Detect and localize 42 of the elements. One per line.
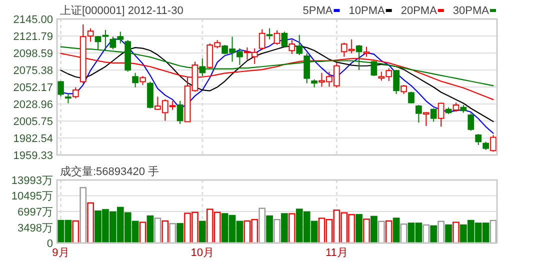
bar (176, 223, 184, 244)
y-tick-label: 2145.00 (13, 14, 53, 26)
bar (422, 224, 430, 244)
legend-label: 30PMA (452, 5, 490, 17)
y-tick-label: 2075.38 (13, 64, 53, 77)
y-tick-label: 0 (46, 238, 53, 250)
bar (274, 218, 280, 244)
y-tick-label: 2121.79 (13, 31, 53, 43)
chart-title: 成交量:56893420 手 (60, 165, 160, 178)
x-tick-label: 10月 (190, 247, 214, 259)
bar (139, 222, 146, 244)
y-tick-label: 2028.96 (13, 98, 53, 111)
y-tick-label: 2005.75 (13, 116, 53, 128)
bar (288, 213, 296, 244)
y-tick-label: 6997万 (18, 206, 53, 218)
bar (370, 216, 378, 244)
bar (438, 220, 444, 244)
bar (400, 223, 408, 244)
bar (146, 215, 154, 244)
legend-label: 5PMA (302, 5, 334, 17)
y-tick-label: 1982.54 (13, 133, 53, 145)
y-tick-label: 2052.17 (13, 82, 53, 94)
bar (266, 215, 273, 244)
bar (452, 222, 460, 244)
bar (430, 225, 438, 244)
y-tick-label: 1959.33 (13, 150, 53, 162)
y-tick-label: 13993万 (11, 175, 53, 187)
bar (363, 218, 370, 244)
bar (281, 213, 288, 244)
bar (490, 220, 497, 244)
y-tick-label: 2098.59 (13, 48, 53, 60)
bar (445, 224, 452, 244)
y-tick-label: 3498万 (18, 222, 53, 234)
bar (392, 218, 400, 244)
bar (356, 214, 362, 244)
y-tick-label: 10495万 (11, 190, 53, 203)
legend-label: 20PMA (400, 5, 438, 17)
bar (198, 220, 206, 244)
chart-title: 上证[000001] 2012-11-30 (60, 4, 184, 17)
x-tick-label: 11月 (325, 247, 348, 259)
legend-label: 10PMA (348, 5, 386, 17)
x-tick-label: 9月 (52, 247, 70, 259)
